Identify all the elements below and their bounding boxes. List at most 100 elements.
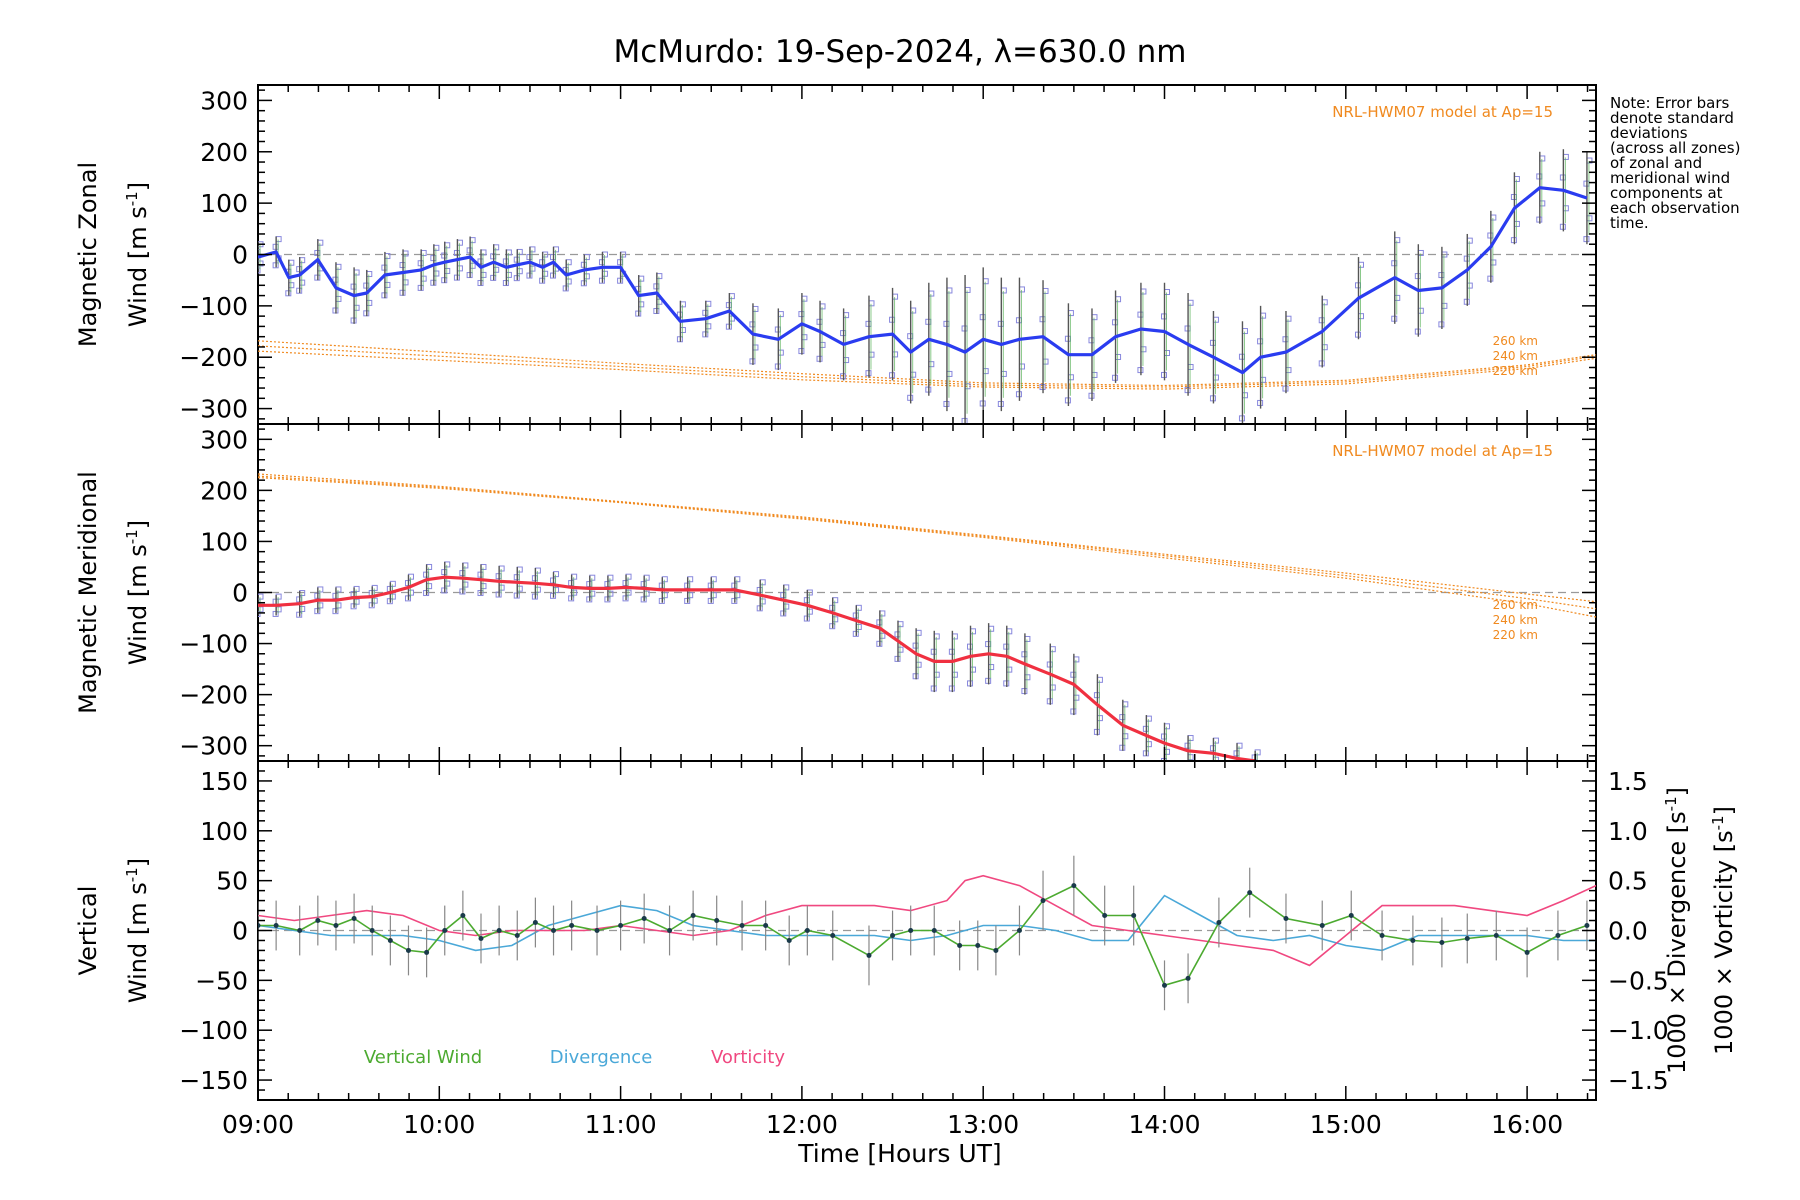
vertical-wind-point	[714, 918, 720, 924]
vertical-wind-point	[551, 928, 557, 933]
vertical-wind-point	[890, 932, 896, 938]
note-line: (across all zones)	[1610, 139, 1740, 157]
x-tick-label: 09:00	[222, 1110, 294, 1139]
legend-vertical-wind: Vertical Wind	[364, 1047, 482, 1068]
figure-title: McMurdo: 19-Sep-2024, λ=630.0 nm	[614, 34, 1187, 70]
vertical-wind-point	[667, 928, 673, 933]
x-tick-label: 10:00	[403, 1110, 475, 1139]
vertical-wind-point	[931, 928, 937, 933]
vertical-wind-point	[975, 942, 981, 948]
zonal-ytick-label: −100	[179, 292, 248, 321]
x-tick-label: 13:00	[947, 1110, 1019, 1139]
vertical-wind-point	[1524, 949, 1530, 955]
vertical-wind-point	[993, 947, 999, 953]
x-tick-label: 12:00	[766, 1110, 838, 1139]
right-ytick-label: 1.5	[1608, 767, 1648, 796]
zonal-model-label: NRL-HWM07 model at Ap=15	[1332, 103, 1553, 121]
zonal-plot-area	[258, 149, 1596, 424]
vertical-wind-point	[1348, 913, 1354, 919]
meridional-ylabel-line1: Magnetic Meridional	[74, 471, 102, 714]
note-line: of zonal and	[1610, 154, 1702, 172]
vertical-wind-point	[569, 923, 575, 929]
vertical-wind-point	[1162, 982, 1168, 988]
vertical-wind-point	[1216, 920, 1222, 926]
vertical-wind-point	[1379, 932, 1385, 938]
meridional-zone-marker	[1185, 762, 1190, 767]
vertical-wind-point	[351, 916, 357, 922]
zonal-ytick-label: 100	[200, 189, 248, 218]
vertical-ytick-label: −50	[195, 966, 248, 995]
vertical-ytick-label: 50	[216, 867, 248, 896]
vertical-ytick-label: −100	[179, 1016, 248, 1045]
note-line: deviations	[1610, 124, 1688, 142]
meridional-ytick-label: 0	[232, 579, 248, 608]
vertical-ytick-label: 150	[200, 767, 248, 796]
meridional-ytick-label: 100	[200, 527, 248, 556]
meridional-ytick-label: −200	[179, 681, 248, 710]
vertical-wind-point	[690, 913, 696, 919]
meridional-model-altitude-0: 260 km	[1493, 598, 1538, 612]
zonal-model-altitude-0: 260 km	[1493, 334, 1538, 348]
vertical-wind-point	[739, 923, 745, 929]
meridional-model-curve-220km	[258, 477, 1596, 618]
vertical-wind-point	[273, 923, 279, 929]
x-tick-label: 16:00	[1491, 1110, 1563, 1139]
vertical-wind-point	[1410, 937, 1416, 943]
meridional-ytick-label: 200	[200, 476, 248, 505]
x-axis-label: Time [Hours UT]	[797, 1139, 1001, 1168]
legend-divergence: Divergence	[550, 1047, 653, 1068]
meridional-model-label: NRL-HWM07 model at Ap=15	[1332, 442, 1553, 460]
x-tick-label: 11:00	[585, 1110, 657, 1139]
meridional-ytick-label: −300	[179, 732, 248, 761]
vertical-wind-point	[908, 928, 914, 933]
zonal-wind-panel: 300 200 100 0 −100 −200 −300 Magnetic Zonal Wind…	[74, 84, 1597, 425]
vertical-wind-point	[478, 935, 484, 941]
vertical-wind-point	[763, 923, 769, 929]
zonal-ylabel-line2: Wind [m s-1]	[123, 182, 152, 327]
zonal-model-altitude-1: 240 km	[1493, 349, 1538, 363]
meridional-ytick-label: 300	[200, 425, 248, 454]
meridional-zone-marker	[1237, 762, 1242, 767]
x-tick-label: 14:00	[1128, 1110, 1200, 1139]
vertical-plot-area	[258, 855, 1596, 1011]
time-axis-ticks: 09:00 10:00 11:00 12:00 13:00 14:00 15:00 16:00	[222, 1110, 1563, 1139]
vertical-wind-point	[786, 937, 792, 943]
vertical-ytick-label: 0	[232, 917, 248, 946]
vertical-wind-point	[387, 937, 393, 943]
right-ytick-label: −0.5	[1608, 966, 1669, 995]
vertical-wind-point	[496, 928, 502, 933]
note-line: each observation	[1610, 199, 1740, 217]
note-line: time.	[1610, 214, 1649, 232]
divergence-line	[258, 894, 1596, 952]
meridional-zone-marker	[1210, 764, 1215, 769]
vertical-wind-point	[1555, 932, 1561, 938]
vertical-wind-point	[618, 923, 624, 929]
vertical-wind-point	[1040, 898, 1046, 904]
vorticity-line	[258, 874, 1596, 967]
note-line: components at	[1610, 184, 1723, 202]
vertical-wind-point	[1319, 923, 1325, 929]
right-ytick-label: 0.0	[1608, 917, 1648, 946]
zonal-ytick-label: 200	[200, 138, 248, 167]
meridional-wind-panel: 300 200 100 0 −100 −200 −300 Magnetic Meridiona…	[74, 423, 1597, 774]
vertical-ytick-label: 100	[200, 817, 248, 846]
vorticity-axis-label: 1000 × Vorticity [s-1]	[1709, 806, 1738, 1055]
vertical-wind-point	[424, 949, 430, 955]
vertical-wind-point	[1102, 913, 1108, 919]
vertical-wind-point	[957, 942, 963, 948]
note-line: meridional wind	[1610, 169, 1730, 187]
vertical-wind-point	[1071, 883, 1077, 889]
zonal-model-altitude-2: 220 km	[1493, 364, 1538, 378]
zonal-ylabel-line1: Magnetic Zonal	[74, 162, 102, 347]
zonal-model-curve-260km	[258, 340, 1596, 387]
meridional-zone-marker	[1234, 769, 1239, 774]
vertical-wind-line	[258, 884, 1588, 987]
x-tick-label: 15:00	[1310, 1110, 1382, 1139]
meridional-wind-line	[258, 575, 1256, 761]
zonal-ytick-label: 0	[232, 241, 248, 270]
vertical-wind-point	[442, 928, 448, 933]
vertical-wind-point	[297, 928, 303, 933]
vertical-wind-point	[460, 913, 466, 919]
